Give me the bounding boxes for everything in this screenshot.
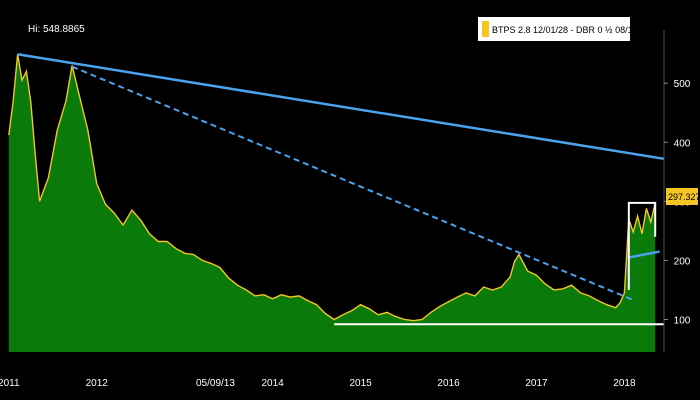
last-value-tag: 297.3274: [666, 188, 700, 205]
y-tick-label: 100: [674, 316, 691, 327]
trendline-layer: [17, 53, 665, 301]
support-layer: [334, 201, 664, 326]
x-tick-label: 2014: [262, 378, 285, 389]
last-value-label: 297.3274: [668, 192, 700, 202]
last-value-box: [666, 188, 698, 205]
x-tick-layer: 2011 2012 05/09/13 2014 2015 2016 2017 2018: [0, 378, 636, 389]
legend-series-label: BTPS 2.8 12/01/28 - DBR 0 ½ 08/15/28: [492, 25, 650, 35]
x-tick-label: 2011: [0, 378, 20, 389]
y-tick-label: 200: [674, 256, 691, 267]
x-tick-label: 2017: [525, 378, 548, 389]
legend: BTPS 2.8 12/01/28 - DBR 0 ½ 08/15/28: [478, 17, 650, 41]
series-line: [8, 54, 656, 322]
trendline-2: [71, 65, 634, 301]
x-tick-label: 2018: [613, 378, 636, 389]
x-tick-label: 2012: [86, 378, 109, 389]
trendline-3: [628, 250, 660, 259]
x-tick-label: 05/09/13: [196, 378, 235, 389]
legend-box: [478, 17, 630, 41]
x-tick-label: 2016: [437, 378, 460, 389]
area-layer: [8, 54, 656, 353]
recent-range-bracket: [627, 201, 657, 290]
y-tick-label: 500: [674, 79, 691, 90]
x-tick-label: 2015: [349, 378, 372, 389]
series-area: [8, 54, 656, 353]
legend-swatch: [482, 21, 489, 37]
hi-label: Hi: 548.8865: [28, 24, 85, 35]
y-tick-label: 400: [674, 138, 691, 149]
trendline-1: [17, 53, 665, 161]
